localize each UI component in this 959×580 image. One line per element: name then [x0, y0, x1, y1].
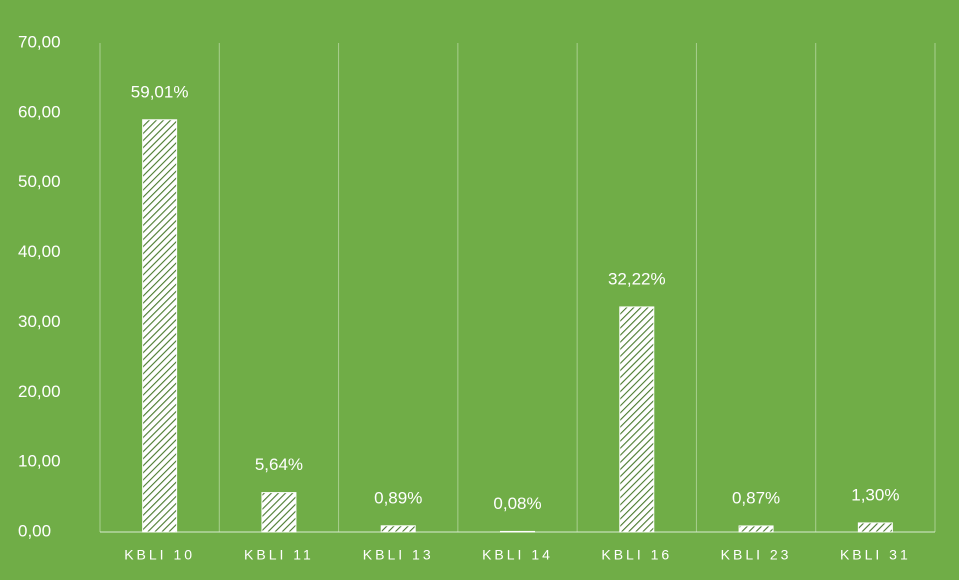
x-tick-label: KBLI 16 [601, 547, 672, 563]
data-label: 59,01% [131, 82, 189, 101]
data-label: 5,64% [255, 455, 303, 474]
bar [738, 525, 774, 533]
bar [261, 492, 297, 533]
bar [380, 525, 416, 533]
data-label: 0,87% [732, 488, 780, 507]
y-tick-label: 20,00 [18, 382, 61, 401]
bar [857, 522, 893, 533]
data-label: 0,89% [374, 488, 422, 507]
x-tick-label: KBLI 23 [721, 547, 792, 563]
y-tick-label: 10,00 [18, 452, 61, 471]
data-label: 32,22% [608, 269, 666, 288]
bar [500, 530, 535, 533]
data-label: 1,30% [851, 485, 899, 504]
x-tick-label: KBLI 10 [124, 547, 195, 563]
y-tick-label: 30,00 [18, 312, 61, 331]
bar [619, 306, 655, 533]
y-tick-label: 0,00 [18, 521, 51, 540]
x-tick-label: KBLI 14 [482, 547, 553, 563]
y-tick-label: 40,00 [18, 242, 61, 261]
y-tick-label: 50,00 [18, 172, 61, 191]
data-label: 0,08% [493, 494, 541, 513]
y-tick-label: 60,00 [18, 102, 61, 121]
y-tick-label: 70,00 [18, 32, 61, 51]
bar [142, 119, 178, 533]
x-tick-label: KBLI 13 [363, 547, 434, 563]
x-tick-label: KBLI 11 [244, 547, 314, 563]
x-tick-label: KBLI 31 [840, 547, 911, 563]
